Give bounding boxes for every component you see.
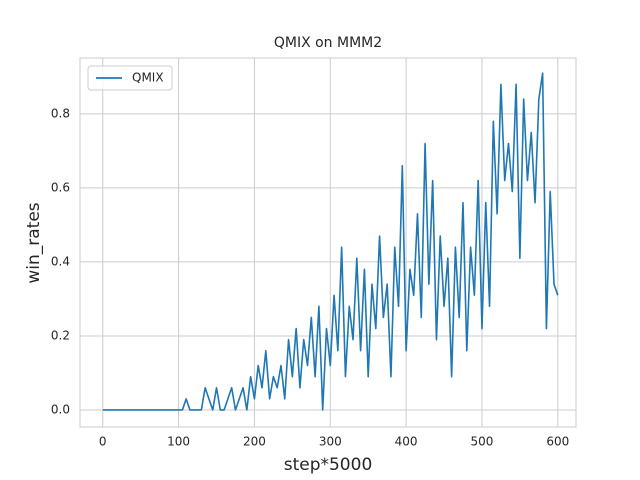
x-tick-label: 300 [319, 435, 342, 449]
x-tick-label: 100 [167, 435, 190, 449]
y-tick-label: 0.0 [51, 402, 70, 416]
plot-area [79, 57, 577, 428]
x-tick-label: 200 [243, 435, 266, 449]
x-tick-label: 0 [99, 435, 107, 449]
chart-title: QMIX on MMM2 [274, 35, 382, 51]
y-tick-label: 0.6 [51, 180, 70, 194]
legend-label: QMIX [132, 71, 164, 85]
x-tick-label: 400 [395, 435, 418, 449]
x-tick-label: 500 [471, 435, 494, 449]
x-axis-label: step*5000 [284, 455, 373, 475]
y-tick-label: 0.2 [51, 328, 70, 342]
x-tick-label: 600 [546, 435, 569, 449]
data-line [102, 72, 559, 411]
y-tick-label: 0.4 [51, 254, 70, 268]
y-axis-label: win_rates [24, 202, 44, 283]
legend-box [87, 65, 173, 91]
y-tick-label: 0.8 [51, 106, 70, 120]
